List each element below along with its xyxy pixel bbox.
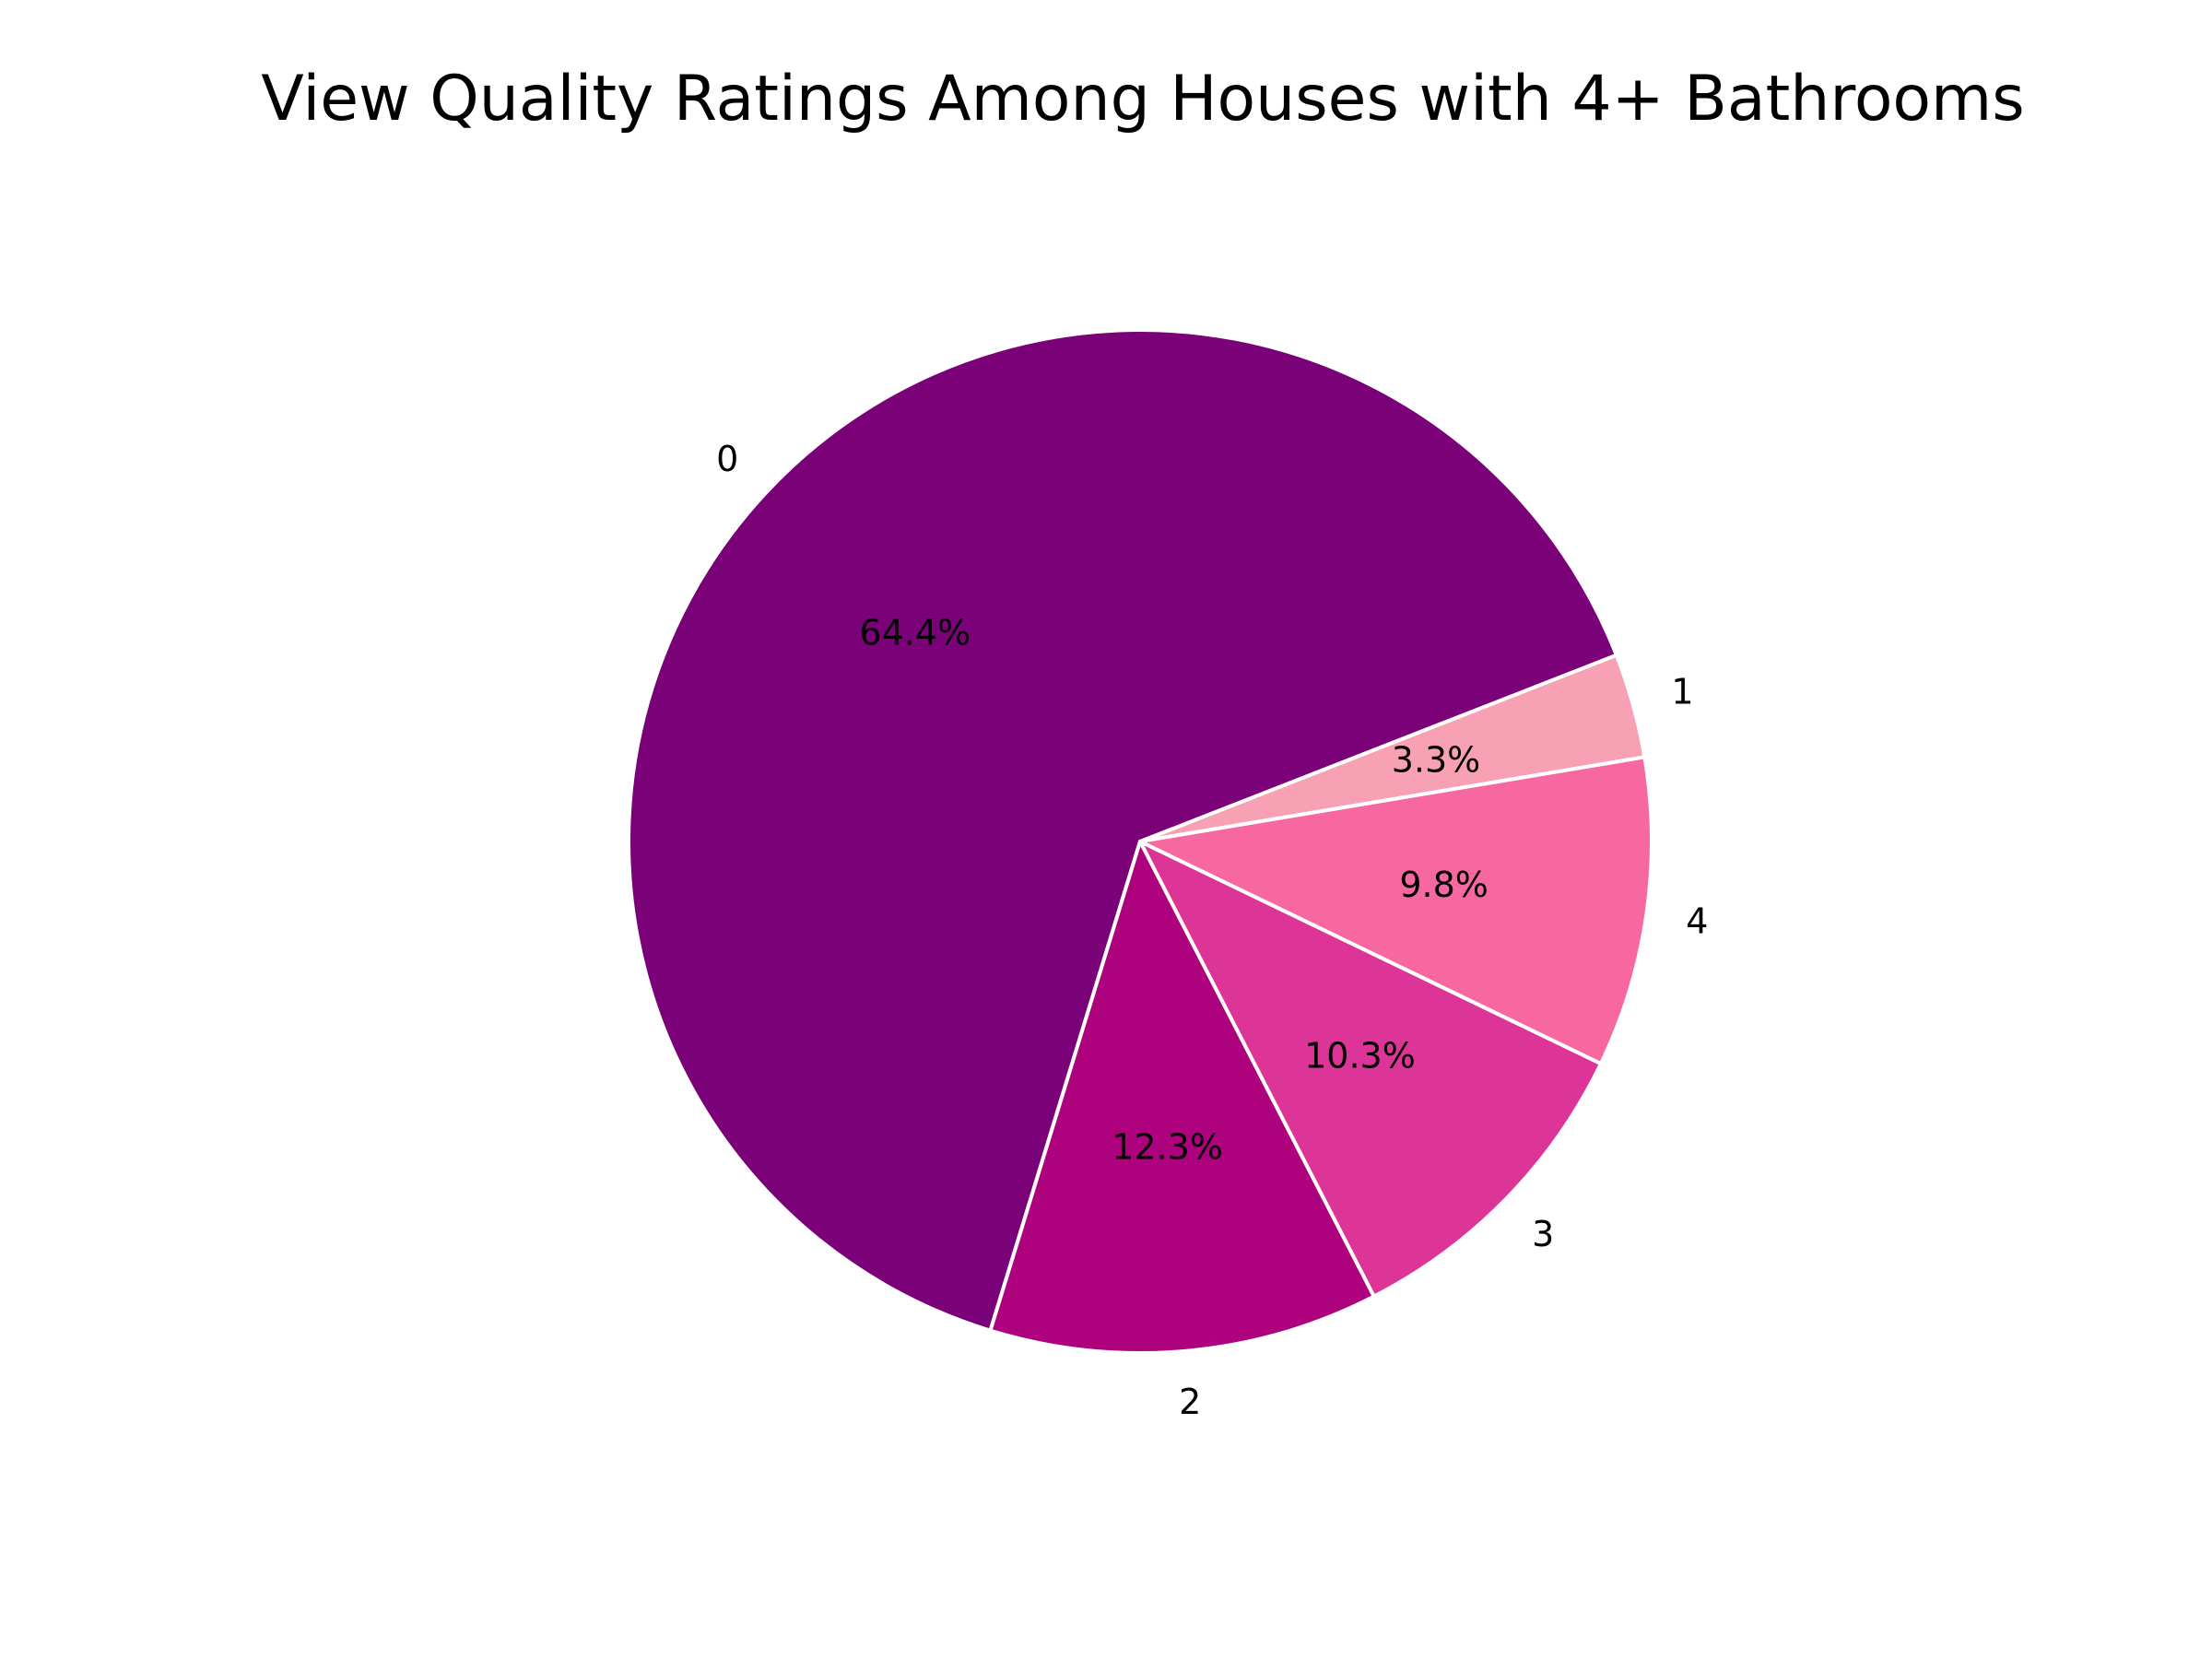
pie-slice-3: [1138, 840, 1603, 1299]
slice-label-3: 3: [1532, 1214, 1554, 1254]
slice-percent-3: 10.3%: [1304, 1035, 1416, 1076]
slice-label-2: 2: [1179, 1382, 1201, 1422]
slice-percent-0: 64.4%: [859, 613, 971, 653]
slice-percent-2: 12.3%: [1112, 1127, 1223, 1168]
slice-percent-1: 3.3%: [1392, 739, 1481, 780]
chart-title: View Quality Ratings Among Houses with 4…: [261, 63, 2025, 135]
slice-label-1: 1: [1671, 672, 1693, 712]
pie-slice-0: [627, 327, 1618, 1333]
slice-label-0: 0: [716, 439, 738, 479]
pie-slice-2: [988, 840, 1376, 1355]
slice-percent-4: 9.8%: [1399, 865, 1488, 905]
pie-slice-4: [1138, 755, 1653, 1066]
slice-label-4: 4: [1686, 900, 1708, 941]
